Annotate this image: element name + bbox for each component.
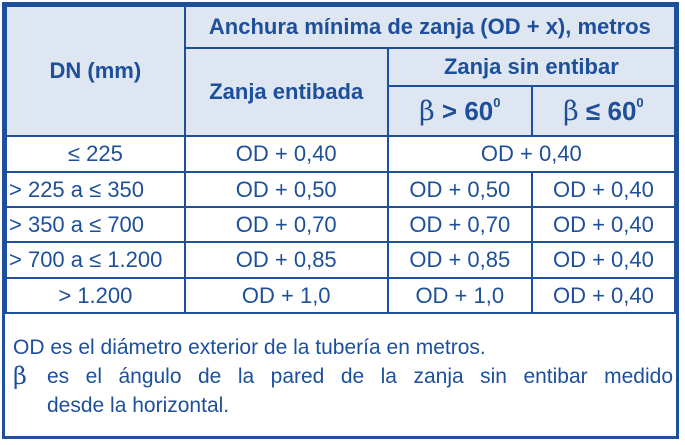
header-dn: DN (mm) — [5, 5, 186, 137]
note-beta-text: es el ángulo de la pared de la zanja sin… — [47, 365, 673, 388]
table-row: > 350 a ≤ 700 OD + 0,70 OD + 0,70 OD + 0… — [5, 206, 677, 243]
header-entibada: Zanja entibada — [183, 47, 389, 137]
dn-cell: > 350 a ≤ 700 — [5, 206, 186, 243]
beta-symbol: β — [419, 95, 435, 127]
beta-le-cell: OD + 0,40 — [530, 277, 677, 314]
beta-le-label: ≤ 60 — [586, 95, 637, 126]
table-row: > 225 a ≤ 350 OD + 0,50 OD + 0,50 OD + 0… — [5, 171, 677, 208]
dn-cell: > 700 a ≤ 1.200 — [5, 241, 186, 279]
sin-entibar-cell: OD + 0,40 — [386, 135, 677, 173]
degree-mark: 0 — [493, 94, 501, 110]
note-od: OD es el diámetro exterior de la tubería… — [13, 336, 486, 359]
entibada-cell: OD + 0,70 — [183, 206, 389, 243]
table-row: ≤ 225 OD + 0,40 OD + 0,40 — [5, 135, 677, 173]
entibada-cell: OD + 0,50 — [183, 171, 389, 208]
dn-cell: ≤ 225 — [5, 135, 186, 173]
beta-symbol: β — [13, 362, 27, 390]
header-beta-le: β ≤ 600 — [530, 85, 677, 137]
header-sin-entibar: Zanja sin entibar — [386, 47, 677, 87]
beta-le-cell: OD + 0,40 — [530, 171, 677, 208]
beta-le-cell: OD + 0,40 — [530, 206, 677, 243]
entibada-cell: OD + 0,85 — [183, 241, 389, 279]
beta-gt-cell: OD + 0,70 — [386, 206, 533, 243]
degree-mark: 0 — [636, 94, 644, 110]
table-frame: DN (mm) Anchura mínima de zanja (OD + x)… — [2, 2, 679, 439]
table-row: > 1.200 OD + 1,0 OD + 1,0 OD + 0,40 — [5, 277, 677, 314]
dn-cell: > 1.200 — [5, 277, 186, 314]
beta-gt-cell: OD + 1,0 — [386, 277, 533, 314]
note-beta-continued: desde la horizontal. — [47, 394, 230, 417]
entibada-cell: OD + 1,0 — [183, 277, 389, 314]
beta-symbol: β — [563, 95, 579, 127]
header-title: Anchura mínima de zanja (OD + x), metros — [183, 5, 677, 49]
header-beta-gt: β > 600 — [386, 85, 533, 137]
dn-cell: > 225 a ≤ 350 — [5, 171, 186, 208]
beta-gt-label: > 60 — [441, 95, 494, 126]
trench-width-table: DN (mm) Anchura mínima de zanja (OD + x)… — [5, 5, 677, 314]
note-beta: β es el ángulo de la pared de la zanja s… — [13, 362, 673, 391]
entibada-cell: OD + 0,40 — [183, 135, 389, 173]
beta-gt-cell: OD + 0,85 — [386, 241, 533, 279]
table-notes: OD es el diámetro exterior de la tubería… — [13, 333, 673, 420]
beta-gt-cell: OD + 0,50 — [386, 171, 533, 208]
table-row: > 700 a ≤ 1.200 OD + 0,85 OD + 0,85 OD +… — [5, 241, 677, 279]
beta-le-cell: OD + 0,40 — [530, 241, 677, 279]
